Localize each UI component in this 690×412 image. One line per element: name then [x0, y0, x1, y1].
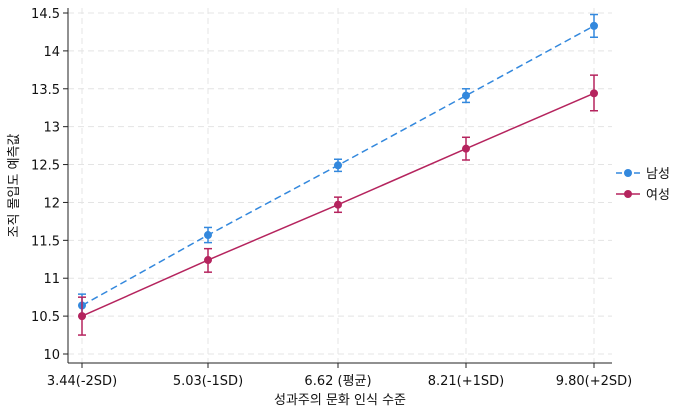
x-tick-label: 8.21(+1SD): [428, 374, 505, 389]
series-2: [78, 74, 598, 336]
y-tick-label: 12.5: [31, 159, 60, 174]
x-axis-title: 성과주의 문화 인식 수준: [274, 393, 406, 408]
y-tick-label: 10: [43, 348, 60, 363]
data-point: [334, 200, 342, 209]
y-tick-label: 11.5: [31, 234, 60, 249]
y-tick-label: 14: [43, 45, 60, 60]
legend-label: 남성: [646, 167, 670, 182]
y-tick-label: 12: [43, 196, 60, 211]
y-tick-label: 10.5: [31, 310, 60, 325]
y-tick-label: 13: [43, 121, 60, 136]
data-point: [590, 89, 598, 98]
y-tick-label: 14.5: [31, 7, 60, 22]
legend-swatch-marker: [624, 190, 632, 198]
legend-swatch-marker: [624, 169, 632, 177]
legend-item: 남성: [616, 167, 670, 182]
data-point: [590, 21, 598, 30]
plot-background: [68, 8, 612, 363]
data-point: [204, 256, 212, 265]
legend-item: 여성: [616, 188, 670, 203]
data-point: [78, 312, 86, 321]
data-point: [462, 91, 470, 100]
data-point: [334, 161, 342, 170]
y-tick-label: 11: [43, 272, 60, 287]
x-tick-label: 5.03(-1SD): [173, 374, 243, 389]
x-tick-label: 3.44(-2SD): [47, 374, 117, 389]
legend-label: 여성: [646, 188, 670, 203]
data-point: [204, 231, 212, 240]
data-point: [462, 144, 470, 153]
y-tick-label: 13.5: [31, 83, 60, 98]
series-layer: [78, 13, 598, 336]
y-axis-title: 조직 몰입도 예측값: [7, 133, 22, 237]
x-tick-label: 6.62 (평균): [304, 374, 371, 389]
axis-layer: 10 10.5 11 11.5 12 12.5 13 13.5 14 14.5 3.44(-2SD)…: [31, 7, 632, 389]
x-tick-label: 9.80(+2SD): [556, 374, 633, 389]
